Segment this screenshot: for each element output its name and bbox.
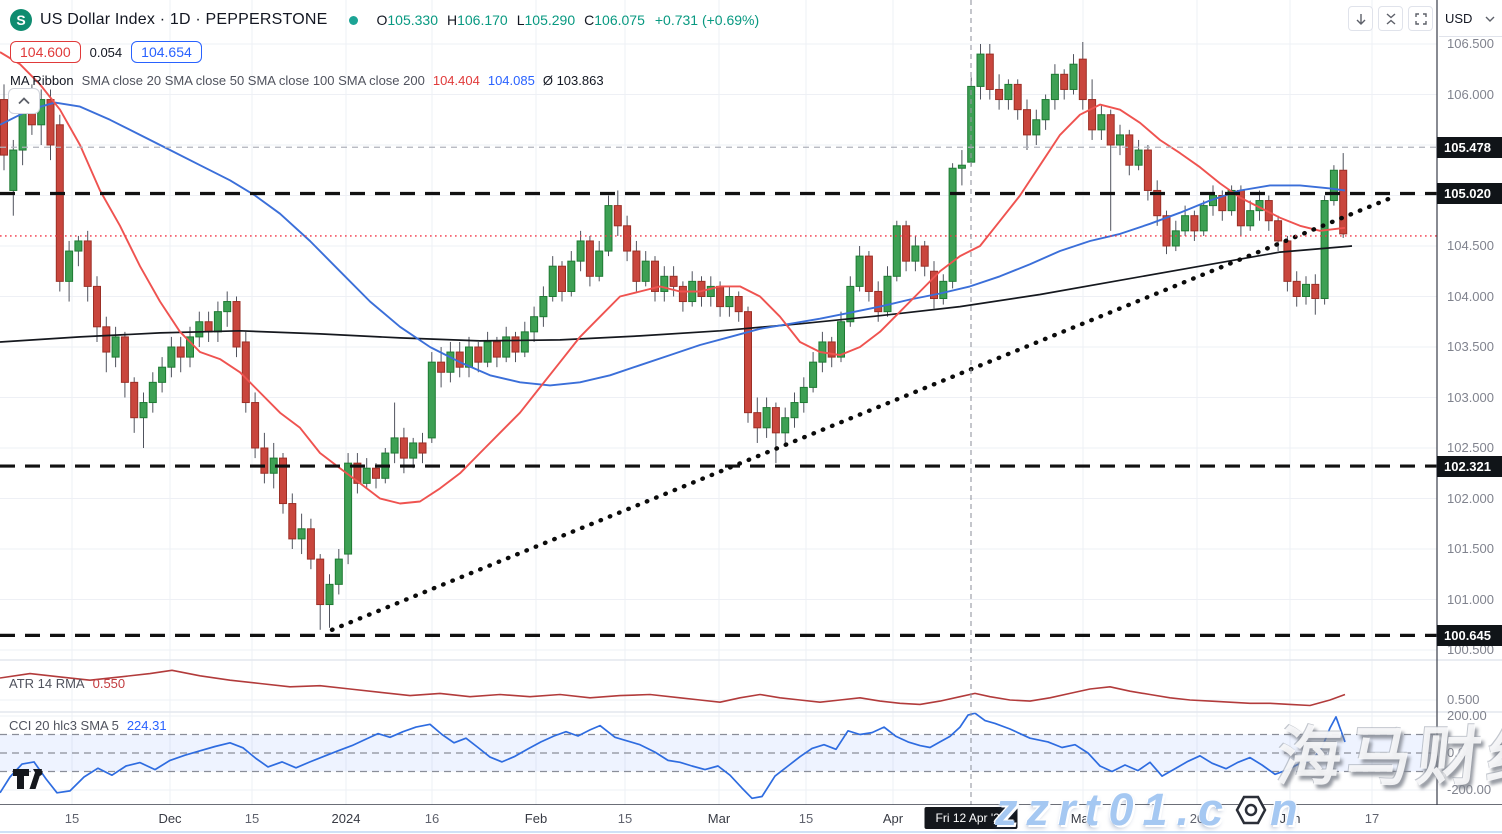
price-tick: 106.000: [1447, 86, 1494, 102]
ma-value-2: 104.085: [487, 73, 535, 88]
ask-price-button[interactable]: 104.654: [131, 41, 202, 63]
time-tick: 15: [64, 811, 80, 826]
price-badge: 102.321: [1437, 455, 1502, 477]
time-tick: 15: [798, 811, 814, 826]
time-tick: Jun: [1279, 811, 1301, 826]
ma-value-1: 104.404: [432, 73, 480, 88]
price-axis[interactable]: 106.500 106.000 104.500 104.000 103.500 103.0…: [1437, 0, 1502, 805]
price-tick: 106.500: [1447, 36, 1494, 51]
price-badge: 100.645: [1437, 624, 1502, 646]
price-badge: 105.020: [1437, 182, 1502, 204]
time-tick: Dec: [158, 811, 182, 826]
cci-tick: 0.00: [1447, 745, 1473, 760]
bid-ask-row: 104.600 0.054 104.654: [10, 40, 759, 64]
currency-label: USD: [1445, 11, 1473, 26]
crosshair-date-badge: Fri 12 Apr '24: [924, 807, 1018, 829]
time-tick: 15: [617, 811, 633, 826]
collapse-pane-button[interactable]: [1378, 6, 1403, 31]
arrow-down-icon: [1356, 13, 1365, 25]
bid-price-button[interactable]: 104.600: [10, 41, 81, 63]
time-axis[interactable]: 15 Dec 15 2024 16 Feb 15 Mar 15 Apr May 20 Jun 17 Fri …: [0, 805, 1502, 832]
cci-label: CCI 20 hlc3 SMA 5: [9, 718, 119, 733]
atr-label: ATR 14 RMA: [9, 676, 85, 691]
maximize-icon: [1414, 12, 1427, 25]
cci-legend[interactable]: CCI 20 hlc3 SMA 5 224.31: [9, 718, 167, 733]
atr-legend[interactable]: ATR 14 RMA 0.550: [9, 676, 125, 691]
time-tick: 20: [1189, 811, 1205, 826]
symbol-title[interactable]: US Dollar Index · 1D · PEPPERSTONE: [40, 11, 328, 28]
ma-ribbon-row[interactable]: MA Ribbon SMA close 20 SMA close 50 SMA …: [10, 73, 759, 88]
time-tick: 17: [1364, 811, 1380, 826]
price-tick: 101.500: [1447, 541, 1494, 556]
ma-average-value: Ø 103.863: [542, 73, 604, 88]
cci-value: 224.31: [126, 718, 167, 733]
market-status-icon: [349, 15, 359, 25]
maximize-pane-button[interactable]: [1408, 6, 1433, 31]
time-tick: May: [1070, 811, 1096, 826]
bottom-border: [0, 831, 1502, 833]
price-tick: 103.500: [1447, 339, 1494, 354]
price-tick: 103.000: [1447, 389, 1494, 405]
currency-dropdown[interactable]: USD: [1443, 5, 1497, 32]
collapse-icon: [1386, 12, 1395, 25]
time-tick: Apr: [882, 811, 904, 826]
cci-tick: -200.00: [1447, 782, 1492, 797]
price-tick: 104.500: [1447, 238, 1494, 253]
cci-tick: 200.00: [1447, 708, 1487, 723]
time-tick: 16: [424, 811, 440, 826]
time-tick: 2024: [331, 811, 361, 826]
currency-divider: [1439, 36, 1502, 37]
price-tick: 104.000: [1447, 288, 1494, 304]
tradingview-logo[interactable]: [12, 768, 50, 795]
ma-ribbon-name: MA Ribbon: [10, 73, 74, 88]
legend-collapse-button[interactable]: [8, 88, 40, 114]
ma-ribbon-params: SMA close 20 SMA close 50 SMA close 100 …: [81, 73, 425, 88]
price-change: +0.731 (+0.69%): [654, 12, 760, 28]
atr-tick: 0.500: [1447, 692, 1480, 707]
ohlc-values: O105.330 H106.170 L105.290 C106.075: [376, 12, 645, 28]
price-tick: 102.000: [1447, 490, 1494, 506]
price-tick: 101.000: [1447, 591, 1494, 607]
spread-value: 0.054: [89, 44, 123, 60]
tradingview-logo-icon: [13, 769, 43, 789]
time-tick: 15: [244, 811, 260, 826]
atr-value: 0.550: [92, 676, 126, 691]
symbol-logo-icon: S: [10, 9, 32, 31]
chevron-up-icon: [18, 97, 30, 105]
symbol-row[interactable]: S US Dollar Index · 1D · PEPPERSTONE O10…: [10, 8, 759, 32]
time-tick: Mar: [707, 811, 731, 826]
chart-legend: S US Dollar Index · 1D · PEPPERSTONE O10…: [8, 8, 759, 114]
time-tick: Feb: [524, 811, 548, 826]
scroll-down-button[interactable]: [1348, 6, 1373, 31]
price-badge: 105.478: [1437, 136, 1502, 158]
price-tick: 102.500: [1447, 440, 1494, 455]
chevron-down-icon: [1485, 16, 1495, 22]
pane-toolbar: [1348, 6, 1433, 31]
